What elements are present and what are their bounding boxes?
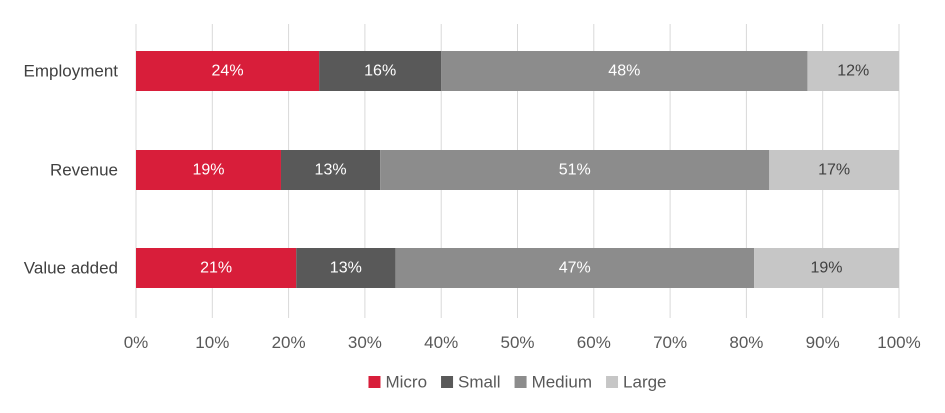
legend-label: Micro	[385, 373, 427, 392]
x-tick-label: 20%	[272, 333, 306, 352]
data-label: 17%	[818, 162, 850, 179]
data-label: 24%	[212, 63, 244, 80]
x-tick-label: 100%	[877, 333, 920, 352]
bar-segment-medium	[441, 51, 808, 91]
data-label: 19%	[192, 162, 224, 179]
x-tick-label: 70%	[653, 333, 687, 352]
legend-swatch	[606, 376, 619, 388]
bar-segment-medium	[395, 248, 755, 288]
bar-segment-small	[296, 248, 396, 288]
category-label: Value added	[24, 259, 118, 278]
legend-swatch	[441, 376, 454, 388]
bar-segment-medium	[380, 150, 770, 190]
data-label: 47%	[559, 260, 591, 277]
x-axis-tick-labels: 0% 10% 20% 30% 40% 50% 60% 70% 80% 90% 100%	[124, 333, 921, 352]
x-tick-label: 40%	[424, 333, 458, 352]
data-label: 21%	[200, 260, 232, 277]
bar-segment-large	[754, 248, 899, 288]
x-tick-label: 50%	[500, 333, 534, 352]
x-tick-label: 80%	[729, 333, 763, 352]
bar-segment-small	[280, 150, 381, 190]
bar-segment-small	[319, 51, 442, 91]
x-tick-label: 90%	[806, 333, 840, 352]
data-label: 51%	[559, 162, 591, 179]
legend-label: Large	[623, 373, 666, 392]
legend-swatch	[514, 376, 527, 388]
x-tick-label: 0%	[124, 333, 149, 352]
bar-segment-micro	[136, 150, 281, 190]
x-tick-label: 30%	[348, 333, 382, 352]
data-label: 19%	[810, 260, 842, 277]
x-tick-label: 10%	[195, 333, 229, 352]
bar-segment-micro	[136, 51, 320, 91]
legend-item-medium: Medium	[514, 373, 592, 392]
bar-segment-large	[807, 51, 899, 91]
legend-swatch	[368, 376, 381, 388]
data-label: 12%	[837, 63, 869, 80]
bar-segment-micro	[136, 248, 297, 288]
legend-item-small: Small	[441, 373, 501, 392]
data-label: 13%	[315, 162, 347, 179]
legend: Micro Small Medium Large	[368, 373, 667, 392]
legend-label: Small	[458, 373, 501, 392]
category-label: Revenue	[50, 161, 118, 180]
category-labels: Employment Revenue Value added	[24, 62, 119, 278]
data-label: 13%	[330, 260, 362, 277]
legend-item-micro: Micro	[368, 373, 427, 392]
x-tick-label: 60%	[577, 333, 611, 352]
category-label: Employment	[24, 62, 119, 81]
data-label: 48%	[608, 63, 640, 80]
data-label: 16%	[364, 63, 396, 80]
bars: 24% 16% 48% 12% 19% 13% 51% 17% 21% 13% 47% 19%	[136, 51, 899, 288]
legend-item-large: Large	[606, 373, 667, 392]
bar-segment-large	[769, 150, 899, 190]
legend-label: Medium	[532, 373, 592, 392]
